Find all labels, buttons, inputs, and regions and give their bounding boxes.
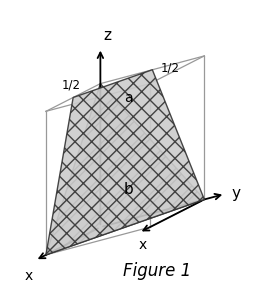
Text: x: x <box>25 269 33 283</box>
Text: y: y <box>231 186 240 201</box>
Text: 1/2: 1/2 <box>161 61 180 74</box>
Text: 1/2: 1/2 <box>62 78 81 91</box>
Text: z: z <box>103 28 111 43</box>
Text: a: a <box>124 91 133 105</box>
Text: x: x <box>139 238 147 252</box>
Text: b: b <box>124 182 134 197</box>
Text: Figure 1: Figure 1 <box>123 262 191 280</box>
